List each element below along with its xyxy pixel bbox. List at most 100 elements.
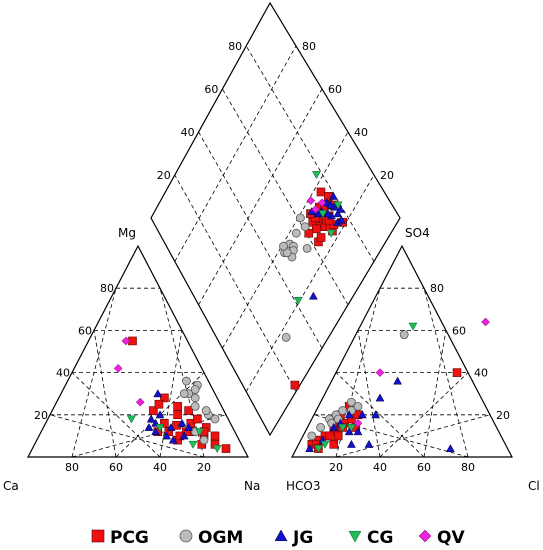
pcg-cation-point	[173, 402, 182, 411]
ogm-diamond-point	[281, 332, 291, 342]
ogm-cation-point	[181, 376, 191, 386]
cation-ca-tick-label: 20	[197, 461, 211, 474]
legend-item-qv: QV	[418, 528, 465, 548]
ogm-cation-point	[190, 393, 200, 403]
cg-cation-point	[212, 445, 222, 454]
pcg-cation-point	[160, 393, 169, 403]
ogm-anion-point	[316, 423, 326, 432]
diagram-grids	[49, 45, 491, 458]
anion-so4-tick-label: 80	[430, 282, 444, 295]
jg-anion-point	[344, 410, 354, 419]
jg-diamond-point	[326, 200, 336, 209]
jg-cation-point	[146, 414, 156, 423]
ogm-diamond-point	[279, 241, 288, 251]
pcg-anion-point	[329, 440, 339, 449]
diamond-left-tick-label: 20	[157, 169, 171, 182]
diamond-frame	[150, 1, 401, 437]
jg-anion-point	[364, 439, 374, 448]
anion-so4-tick-label: 20	[496, 409, 510, 422]
diamond-grid-b	[245, 174, 375, 392]
pcg-diamond-point	[316, 233, 326, 242]
ogm-anion-point	[346, 397, 356, 407]
cg-diamond-point	[293, 297, 303, 305]
anion-corner-label-left: HCO3	[286, 479, 320, 493]
cation-ca-tick-label: 80	[65, 461, 79, 474]
jg-cation-point	[144, 422, 154, 431]
qv-diamond-point	[317, 198, 327, 208]
cation-grid-b	[159, 330, 183, 458]
qv-anion-point	[481, 317, 490, 327]
ogm-anion-point	[307, 431, 317, 441]
cation-ca-tick-label: 60	[109, 461, 123, 474]
legend-item-pcg: PCG	[91, 528, 149, 548]
pcg-cation-point	[221, 444, 231, 453]
ogm-cation-point	[201, 406, 211, 415]
legend-marker-ogm	[179, 529, 193, 543]
anion-corner-label-right: Cl	[528, 479, 540, 493]
cg-anion-point	[320, 440, 330, 449]
pcg-cation-point	[210, 431, 220, 441]
legend-label-jg: JG	[292, 528, 313, 548]
pcg-diamond-point	[312, 224, 321, 234]
cg-diamond-point	[318, 210, 328, 219]
pcg-diamond-point	[290, 380, 300, 390]
jg-cation-point	[162, 431, 172, 440]
jg-cation-point	[184, 422, 194, 431]
pcg-cation-point	[160, 418, 169, 428]
legend-label-ogm: OGM	[198, 528, 243, 548]
ogm-anion-point	[353, 401, 363, 411]
jg-diamond-point	[308, 291, 318, 300]
ogm-cation-point	[190, 385, 200, 394]
jg-anion-point	[346, 439, 356, 448]
pcg-cation-point	[173, 410, 182, 420]
anion-grid-a	[357, 330, 381, 458]
diamond-grid-b	[198, 88, 323, 305]
anion-so4-tick-label: 40	[474, 367, 488, 380]
jg-cation-point	[177, 418, 187, 427]
pcg-diamond-point	[316, 187, 326, 197]
anion-grid-b	[423, 288, 469, 458]
cation-mg-tick-label: 80	[100, 282, 114, 295]
qv-cation-point	[113, 364, 123, 373]
jg-cation-point	[153, 389, 163, 398]
ogm-diamond-point	[295, 213, 305, 223]
pcg-cation-point	[193, 414, 202, 424]
cation-mg-tick-label: 20	[34, 409, 48, 422]
legend-marker-jg	[274, 529, 288, 542]
cation-corner-label-right: Na	[244, 479, 260, 493]
cation-corner-label-top: Mg	[118, 226, 136, 240]
diagram-frames	[27, 1, 513, 458]
cation-grid-a	[71, 372, 161, 458]
anion-grid-b	[379, 372, 469, 458]
anion-grid-a	[335, 372, 425, 458]
jg-anion-point	[357, 410, 367, 419]
diamond-right-tick-label: 40	[354, 126, 368, 139]
anion-so4-tick-label: 60	[452, 324, 466, 337]
anion-triangle-frame	[291, 244, 513, 458]
qv-cation-point	[121, 336, 131, 346]
tick-labels: 80 80 60 60 40 40 20 20 20 40 60 80 80 60 40 20 80 60 40 20…	[34, 40, 510, 474]
ogm-cation-point	[199, 435, 209, 445]
jg-cation-point	[168, 435, 178, 444]
qv-cation-point	[135, 397, 145, 407]
legend-item-ogm: OGM	[179, 528, 243, 548]
jg-anion-point	[329, 422, 339, 431]
qv-diamond-point	[306, 196, 316, 205]
diamond-grid-b	[174, 45, 297, 262]
ogm-diamond-point	[291, 228, 301, 238]
anion-grid-b	[423, 330, 447, 458]
cg-cation-point	[188, 440, 198, 449]
data-points	[113, 171, 490, 454]
pcg-anion-point	[333, 431, 343, 441]
jg-diamond-point	[337, 215, 346, 224]
pcg-cation-point	[154, 399, 164, 409]
jg-anion-point	[445, 444, 455, 453]
ogm-cation-point	[179, 389, 189, 399]
jg-anion-point	[353, 427, 363, 436]
legend-marker-pcg	[91, 529, 105, 543]
anion-cl-tick-label: 40	[373, 461, 387, 474]
legend-label-qv: QV	[437, 528, 465, 548]
anion-corner-label-top: SO4	[405, 226, 430, 240]
diamond-left-tick-label: 60	[204, 83, 218, 96]
ogm-cation-point	[190, 401, 200, 411]
